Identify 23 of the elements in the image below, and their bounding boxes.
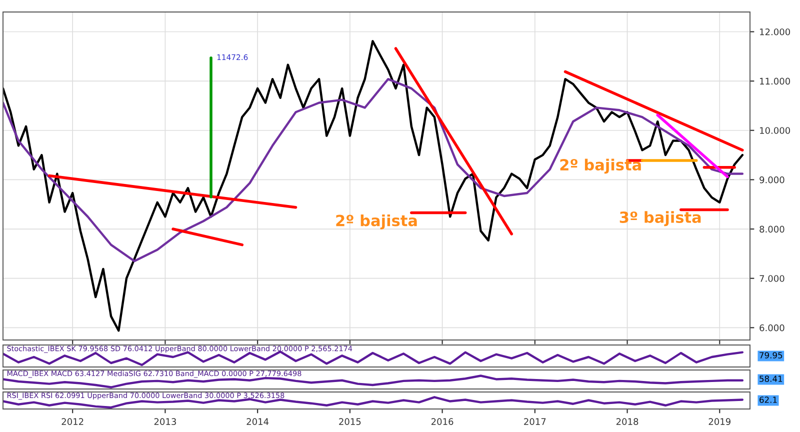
text: 79.95: [760, 352, 782, 358]
x-tick-label: 2013: [154, 418, 176, 426]
x-tick-label: 2015: [339, 418, 361, 426]
x-tick-label: 2014: [246, 418, 269, 426]
annotation: 3º bajista: [620, 211, 701, 226]
y-tick-label: 6.000: [760, 324, 784, 332]
annotation: 2º bajista: [560, 158, 641, 174]
line-series: [3, 78, 744, 262]
text: 58.41: [760, 376, 782, 382]
x-tick-label: 2012: [62, 418, 84, 426]
text: 62.1: [760, 396, 777, 403]
x-tick-label: 2018: [616, 418, 638, 426]
x-tick-label: 2019: [708, 418, 730, 426]
y-tick-label: 11.000: [760, 78, 790, 85]
y-tick-label: 7.000: [760, 275, 784, 282]
x-tick-label: 2016: [431, 418, 454, 426]
y-tick-label: 12.000: [760, 28, 790, 36]
line-series: [3, 40, 744, 332]
y-tick-label: 8.000: [760, 226, 784, 233]
x-tick-label: 2017: [524, 418, 546, 426]
y-tick-label: 9.000: [760, 176, 784, 184]
y-tick-label: 10.000: [760, 127, 790, 134]
annotation: 2º bajista: [336, 214, 417, 230]
